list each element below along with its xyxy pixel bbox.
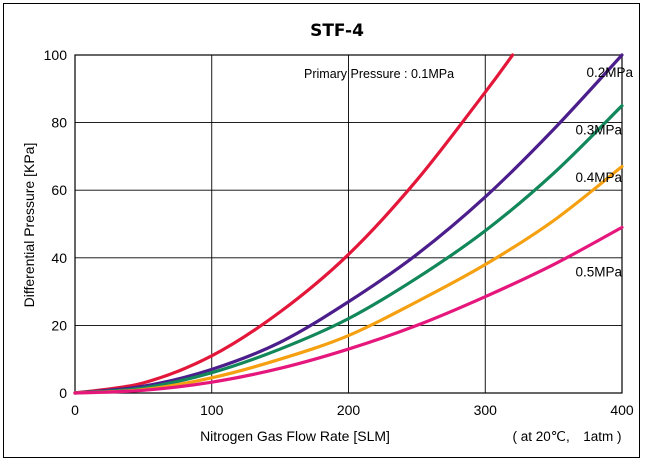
- y-tick-label: 80: [51, 115, 67, 131]
- series-label-05mpa: 0.5MPa: [575, 264, 622, 279]
- x-axis-label: Nitrogen Gas Flow Rate [SLM]: [200, 428, 390, 444]
- primary-pressure-label: Primary Pressure : 0.1MPa: [304, 67, 454, 81]
- series-line-01mpa: [73, 53, 515, 395]
- x-tick-label: 0: [71, 402, 79, 418]
- series-line-02mpa: [73, 53, 624, 395]
- series-labels: 0.2MPa 0.3MPa 0.4MPa 0.5MPa: [575, 65, 633, 279]
- y-tick-label: 20: [51, 317, 67, 333]
- series-line-03mpa: [73, 104, 624, 395]
- y-tick-label: 100: [44, 47, 68, 63]
- x-axis-ticks: 0 100 200 300 400: [71, 402, 634, 418]
- x-tick-label: 400: [610, 402, 634, 418]
- y-tick-label: 0: [59, 385, 67, 401]
- series-lines: [73, 53, 624, 395]
- series-label-02mpa: 0.2MPa: [586, 65, 633, 80]
- plot-area-border: [74, 54, 623, 394]
- series-line-04mpa: [73, 164, 624, 395]
- y-axis-label: Differential Pressure [KPa]: [21, 143, 37, 308]
- series-label-03mpa: 0.3MPa: [575, 122, 622, 137]
- x-tick-label: 100: [200, 402, 224, 418]
- y-tick-label: 40: [51, 250, 67, 266]
- chart-title: STF-4: [310, 21, 364, 41]
- x-tick-label: 200: [337, 402, 361, 418]
- conditions-note: ( at 20℃, 1atm ): [513, 429, 622, 444]
- grid: [75, 55, 622, 393]
- chart-frame: [3, 3, 640, 458]
- y-axis-ticks: 0 20 40 60 80 100: [44, 47, 68, 401]
- series-label-04mpa: 0.4MPa: [575, 170, 622, 185]
- series-line-05mpa: [73, 225, 624, 395]
- y-tick-label: 60: [51, 182, 67, 198]
- x-tick-label: 300: [474, 402, 498, 418]
